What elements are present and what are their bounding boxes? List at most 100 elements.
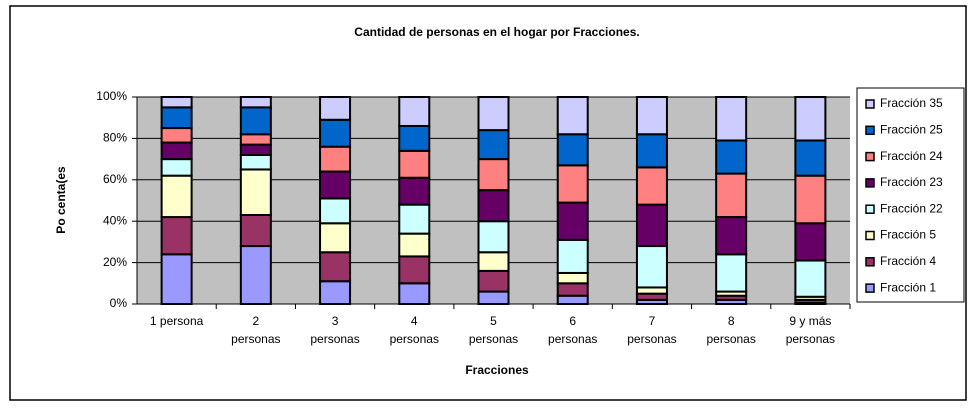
- bar-segment: [556, 238, 589, 274]
- bar-segment: [715, 216, 748, 256]
- y-tick-label: 80%: [103, 131, 127, 145]
- x-tick-label-line: personas: [469, 332, 518, 346]
- y-tick-label: 0%: [110, 296, 128, 310]
- legend-swatch: [865, 283, 875, 293]
- bar-segment: [715, 253, 748, 293]
- x-tick-label-line: 5: [490, 314, 497, 328]
- legend-label: Fracción 4: [880, 254, 936, 268]
- bar-segment: [239, 143, 272, 156]
- bar-segment: [239, 213, 272, 248]
- bar-segment: [398, 255, 431, 285]
- legend-label: Fracción 23: [880, 175, 943, 189]
- x-tick-label-line: 3: [332, 314, 339, 328]
- bar-segment: [715, 96, 748, 142]
- bar-segment: [160, 127, 193, 144]
- bar-segment: [319, 251, 352, 283]
- legend-label: Fracción 24: [880, 149, 943, 163]
- bar-segment: [556, 294, 589, 306]
- bar-segment: [239, 168, 272, 216]
- bar-segment: [477, 269, 510, 293]
- bar-segment: [477, 96, 510, 132]
- bar-segment: [398, 282, 431, 305]
- bar-segment: [794, 174, 827, 225]
- bar-segment: [556, 164, 589, 204]
- bar-segment: [160, 216, 193, 256]
- x-tick-label: 5 personas: [469, 314, 518, 346]
- bar-segment: [477, 129, 510, 161]
- bar-segment: [635, 133, 668, 169]
- bar-segment: [319, 118, 352, 148]
- x-tick-label-line: personas: [390, 332, 439, 346]
- legend-label: Fracción 1: [880, 280, 936, 294]
- bar-segment: [794, 222, 827, 262]
- y-tick-label: 40%: [103, 213, 127, 227]
- legend-swatch: [865, 257, 875, 267]
- x-tick-label: 9 y más personas: [786, 314, 835, 346]
- chart-title: Cantidad de personas en el hogar por Fra…: [354, 25, 639, 39]
- x-tick-label: 2 personas: [231, 314, 280, 346]
- bar-segment: [239, 153, 272, 171]
- y-tick-label: 60%: [103, 172, 127, 186]
- bar-segment: [477, 158, 510, 192]
- bar-segment: [794, 259, 827, 298]
- x-tick-label: 6 personas: [548, 314, 597, 346]
- x-tick-label: 1 persona: [150, 314, 204, 328]
- x-tick-label: 7 personas: [627, 314, 676, 346]
- x-tick-label: 4 personas: [390, 314, 439, 346]
- x-axis-label: Fracciones: [465, 363, 529, 377]
- legend-swatch: [865, 178, 875, 188]
- bar-segment: [398, 96, 431, 127]
- x-tick-label: 8 personas: [706, 314, 755, 346]
- y-tick-label: 20%: [103, 255, 127, 269]
- bar-segment: [477, 189, 510, 223]
- x-tick-label-line: 4: [411, 314, 418, 328]
- legend-swatch: [865, 230, 875, 241]
- bar-segment: [477, 220, 510, 254]
- bar-segment: [160, 106, 193, 130]
- bar-segment: [319, 222, 352, 254]
- legend: [856, 87, 965, 303]
- bar-segment: [239, 96, 272, 109]
- bar-segment: [635, 166, 668, 206]
- bar-segment: [398, 124, 431, 152]
- bar-segment: [319, 280, 352, 306]
- x-tick-label-line: personas: [548, 332, 597, 346]
- bar-segment: [715, 139, 748, 175]
- x-tick-label-line: 6: [569, 314, 576, 328]
- bar-segment: [239, 133, 272, 146]
- y-tick-label: 100%: [96, 89, 127, 103]
- bar-segment: [556, 96, 589, 136]
- bar-segment: [319, 170, 352, 200]
- x-tick-label-line: personas: [627, 332, 676, 346]
- bar-segment: [556, 271, 589, 285]
- bar-segment: [635, 96, 668, 136]
- bar-segment: [398, 232, 431, 258]
- legend-label: Fracción 35: [880, 96, 943, 110]
- legend-swatch: [865, 99, 875, 109]
- bar-segment: [398, 176, 431, 206]
- bar-segment: [794, 96, 827, 142]
- bar-segment: [556, 201, 589, 241]
- x-tick-label-line: personas: [786, 332, 835, 346]
- x-tick-label-line: personas: [706, 332, 755, 346]
- legend-label: Fracción 5: [880, 228, 936, 242]
- bar-segment: [715, 172, 748, 219]
- bar-segment: [398, 149, 431, 179]
- legend-swatch: [865, 151, 875, 162]
- legend-swatch: [865, 204, 875, 214]
- bar-segment: [794, 139, 827, 177]
- legend-label: Fracción 22: [880, 201, 943, 215]
- legend-swatch: [865, 125, 875, 136]
- bar-segment: [477, 251, 510, 272]
- x-tick-label-line: 8: [728, 314, 735, 328]
- bar-segment: [160, 253, 193, 306]
- x-tick-label-line: personas: [231, 332, 280, 346]
- x-tick-label-line: 9 y más: [789, 314, 831, 328]
- bar-segment: [635, 245, 668, 289]
- bar-segment: [556, 133, 589, 167]
- bar-segment: [239, 106, 272, 136]
- bar-segment: [319, 197, 352, 225]
- bar-segment: [398, 203, 431, 235]
- bar-segment: [556, 282, 589, 297]
